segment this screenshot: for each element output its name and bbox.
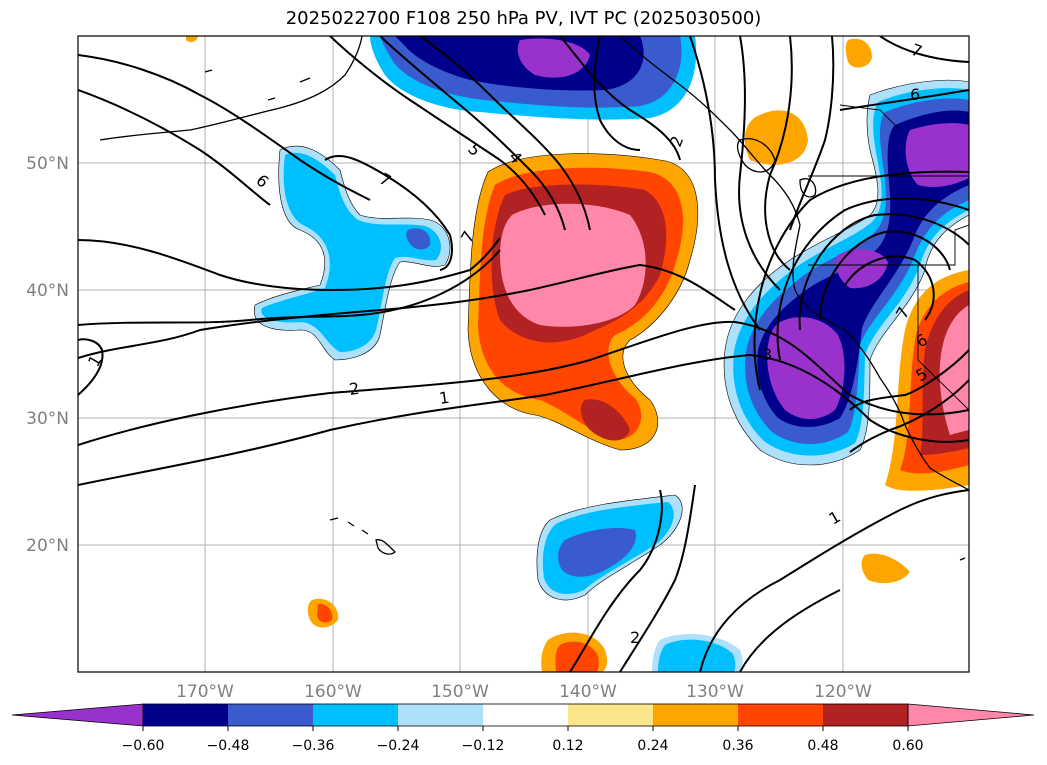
coastlines: [99, 36, 969, 561]
contour-label: 1: [438, 388, 451, 408]
colorbar-segment: [228, 704, 313, 726]
negative-anomaly-south: [536, 495, 743, 672]
contour-label: 2: [630, 628, 640, 647]
colorbar-tick-label: 0.24: [637, 738, 668, 754]
lon-label: 160°W: [304, 682, 362, 702]
lat-label: 20°N: [26, 536, 69, 556]
colorbar-tick-label: −0.60: [122, 738, 165, 754]
colorbar-segment: [823, 704, 908, 726]
lon-label: 120°W: [814, 682, 872, 702]
positive-anomaly-central: [468, 153, 698, 450]
lat-label: 50°N: [26, 154, 69, 174]
contour-label: 2: [348, 379, 361, 399]
colorbar-segment: [11, 703, 144, 727]
lon-label: 140°W: [559, 682, 617, 702]
colorbar-tick-label: 0.12: [552, 738, 583, 754]
negative-anomaly-west: [254, 146, 450, 360]
colorbar-ticks: −0.60 −0.48 −0.36 −0.24 −0.12 0.12 0.24 0.36 0.4…: [122, 726, 924, 754]
colorbar-outline: [142, 703, 909, 727]
colorbar-segment: [568, 704, 653, 726]
anomaly-outlines: [253, 79, 969, 601]
colorbar-segment: [653, 704, 738, 726]
lat-label: 40°N: [26, 281, 69, 301]
colorbar-segments: [11, 703, 1035, 727]
map-area: [78, 36, 969, 672]
colorbar-tick-label: −0.36: [292, 738, 335, 754]
lat-label: 30°N: [26, 409, 69, 429]
colorbar-tick-label: −0.24: [377, 738, 420, 754]
contour-label: 6: [910, 85, 920, 104]
lon-label: 150°W: [431, 682, 489, 702]
colorbar-tick-label: 0.60: [892, 738, 923, 754]
positive-anomaly-small: [186, 36, 910, 672]
map-frame: [77, 35, 970, 673]
colorbar-segment: [143, 704, 228, 726]
contour-label: 3: [762, 345, 772, 364]
colorbar-tick-label: −0.48: [207, 738, 250, 754]
latitude-labels: 50°N 40°N 30°N 20°N: [26, 154, 69, 556]
colorbar: −0.60 −0.48 −0.36 −0.24 −0.12 0.12 0.24 0.36 0.4…: [11, 703, 1035, 754]
lon-label: 130°W: [686, 682, 744, 702]
colorbar-segment: [398, 704, 483, 726]
ivt-contours: [78, 36, 969, 672]
longitude-labels: 170°W 160°W 150°W 140°W 130°W 120°W: [176, 682, 872, 702]
colorbar-segment: [483, 704, 568, 726]
colorbar-tick-label: −0.12: [462, 738, 505, 754]
colorbar-segment: [313, 704, 398, 726]
colorbar-tick-label: 0.48: [807, 738, 838, 754]
colorbar-segment: [738, 704, 823, 726]
lon-label: 170°W: [176, 682, 234, 702]
colorbar-tick-label: 0.36: [722, 738, 753, 754]
colorbar-segment: [907, 703, 1035, 727]
map-title: 2025022700 F108 250 hPa PV, IVT PC (2025…: [285, 8, 762, 29]
